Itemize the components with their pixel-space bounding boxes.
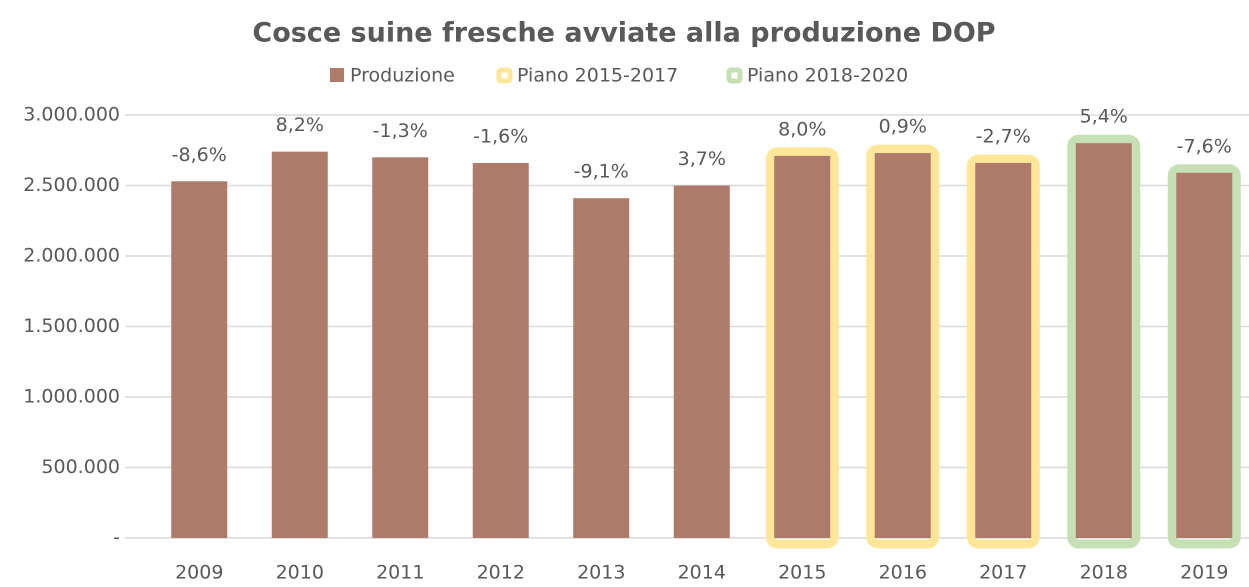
y-tick-label: 500.000	[41, 456, 120, 478]
legend-label: Produzione	[350, 65, 455, 87]
x-tick-label: 2010	[276, 562, 324, 584]
bar	[372, 157, 429, 539]
y-tick-label: 1.500.000	[23, 315, 120, 337]
x-tick-label: 2015	[778, 562, 826, 584]
legend-label: Piano 2015-2017	[517, 65, 678, 87]
annotation: 8,0%	[778, 118, 826, 140]
bar	[874, 153, 931, 538]
annotation: -7,6%	[1177, 135, 1232, 157]
highlight-frame	[1067, 134, 1141, 549]
y-tick-label: 1.000.000	[23, 386, 120, 408]
y-tick-label: -	[113, 527, 120, 549]
annotation: -2,7%	[976, 125, 1031, 147]
bar	[1075, 143, 1132, 538]
x-tick-label: 2014	[678, 562, 726, 584]
x-tick-label: 2018	[1080, 562, 1128, 584]
annotation: -8,6%	[172, 144, 227, 166]
x-tick-label: 2016	[879, 562, 927, 584]
bar	[774, 155, 831, 538]
x-tick-label: 2012	[477, 562, 525, 584]
annotation: -1,3%	[373, 120, 428, 142]
bar	[1176, 172, 1233, 538]
x-tick-label: 2009	[175, 562, 223, 584]
bar	[271, 151, 328, 538]
legend-label: Piano 2018-2020	[747, 65, 908, 87]
bar	[472, 162, 529, 538]
highlight-frame	[866, 144, 940, 549]
bar	[171, 181, 228, 538]
y-tick-label: 3.000.000	[23, 104, 120, 126]
annotation: 5,4%	[1080, 106, 1128, 128]
legend-swatch	[496, 67, 513, 84]
legend-swatch	[726, 67, 743, 84]
annotation: 0,9%	[879, 116, 927, 138]
highlight-frame	[966, 154, 1040, 549]
bar	[975, 162, 1032, 538]
x-tick-label: 2011	[376, 562, 424, 584]
y-tick-label: 2.500.000	[23, 174, 120, 196]
x-tick-label: 2017	[979, 562, 1027, 584]
legend-swatch	[330, 68, 344, 82]
x-tick-label: 2019	[1180, 562, 1228, 584]
chart-title: Cosce suine fresche avviate alla produzi…	[252, 18, 995, 49]
y-tick-label: 2.000.000	[23, 245, 120, 267]
annotation: -9,1%	[574, 161, 629, 183]
highlight-frame	[1167, 164, 1241, 549]
bar	[673, 185, 730, 538]
annotation: -1,6%	[473, 125, 528, 147]
highlight-frame	[765, 147, 839, 549]
x-tick-label: 2013	[577, 562, 625, 584]
annotation: 3,7%	[678, 148, 726, 170]
bar	[573, 198, 630, 538]
annotation: 8,2%	[276, 114, 324, 136]
